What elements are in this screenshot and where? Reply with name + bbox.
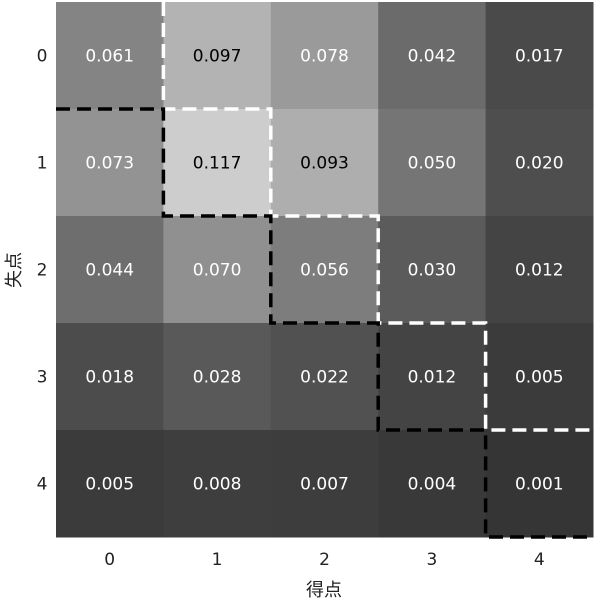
heatmap-cell bbox=[163, 2, 272, 110]
heatmap-cell bbox=[378, 109, 487, 217]
cell-labels: 0.061 0.097 0.078 0.042 0.017 0.073 0.117 0.093… bbox=[85, 47, 563, 495]
cell-value-label: 0.028 bbox=[193, 368, 242, 388]
cell-value-label: 0.061 bbox=[85, 47, 134, 67]
cell-value-label: 0.073 bbox=[85, 154, 134, 174]
diagonal-stair-lines bbox=[56, 2, 593, 539]
y-tick-labels: 0 1 2 3 4 bbox=[37, 47, 48, 495]
heatmap-cell bbox=[378, 2, 487, 110]
heatmap-cell bbox=[270, 430, 379, 538]
heatmap-cell bbox=[163, 216, 272, 324]
heatmap-cell bbox=[56, 216, 164, 324]
cell-value-label: 0.093 bbox=[300, 154, 349, 174]
upper-stair-line bbox=[161, 2, 593, 432]
cell-value-label: 0.022 bbox=[300, 368, 349, 388]
cell-value-label: 0.018 bbox=[85, 368, 134, 388]
x-tick-label: 3 bbox=[426, 550, 437, 570]
cell-value-label: 0.070 bbox=[193, 261, 242, 281]
y-tick-label: 3 bbox=[37, 368, 48, 388]
y-tick-label: 4 bbox=[37, 475, 48, 495]
y-tick-label: 1 bbox=[37, 154, 48, 174]
y-axis-label: 失点 bbox=[4, 252, 25, 288]
x-tick-labels: 0 1 2 3 4 bbox=[104, 550, 544, 570]
cell-value-label: 0.056 bbox=[300, 261, 349, 281]
cell-value-label: 0.020 bbox=[515, 154, 564, 174]
y-tick-label: 0 bbox=[37, 47, 48, 67]
cell-value-label: 0.007 bbox=[300, 475, 349, 495]
x-tick-label: 2 bbox=[319, 550, 330, 570]
heatmap-cell bbox=[56, 323, 164, 431]
heatmap-cell bbox=[163, 323, 272, 431]
heatmap-cell bbox=[485, 323, 594, 431]
cell-value-label: 0.117 bbox=[193, 154, 242, 174]
cell-value-label: 0.012 bbox=[408, 368, 457, 388]
cell-value-label: 0.030 bbox=[408, 261, 457, 281]
cell-value-label: 0.001 bbox=[515, 475, 564, 495]
cell-value-label: 0.044 bbox=[85, 261, 134, 281]
heatmap-cell bbox=[163, 430, 272, 538]
heatmap-cell bbox=[56, 109, 164, 217]
cell-value-label: 0.050 bbox=[408, 154, 457, 174]
lower-stair-line bbox=[56, 107, 593, 539]
cell-value-label: 0.097 bbox=[193, 47, 242, 67]
heatmap-cell bbox=[485, 216, 594, 324]
heatmap-cell bbox=[378, 216, 487, 324]
heatmap-cells bbox=[56, 2, 594, 538]
heatmap-cell bbox=[485, 430, 594, 538]
x-axis-label: 得点 bbox=[306, 580, 342, 601]
heatmap-cell bbox=[163, 109, 272, 217]
cell-value-label: 0.005 bbox=[515, 368, 564, 388]
heatmap-cell bbox=[56, 430, 164, 538]
heatmap-cell bbox=[270, 2, 379, 110]
y-tick-label: 2 bbox=[37, 261, 48, 281]
cell-value-label: 0.012 bbox=[515, 261, 564, 281]
cell-value-label: 0.078 bbox=[300, 47, 349, 67]
x-tick-label: 4 bbox=[534, 550, 545, 570]
heatmap-cell bbox=[485, 2, 594, 110]
cell-value-label: 0.005 bbox=[85, 475, 134, 495]
heatmap-cell bbox=[270, 216, 379, 324]
x-tick-label: 1 bbox=[212, 550, 223, 570]
cell-value-label: 0.042 bbox=[408, 47, 457, 67]
heatmap-cell bbox=[378, 323, 487, 431]
heatmap-cell bbox=[270, 323, 379, 431]
heatmap-cell bbox=[485, 109, 594, 217]
heatmap-cell bbox=[56, 2, 164, 110]
cell-value-label: 0.017 bbox=[515, 47, 564, 67]
cell-value-label: 0.004 bbox=[408, 475, 457, 495]
heatmap-cell bbox=[378, 430, 487, 538]
x-tick-label: 0 bbox=[104, 550, 115, 570]
cell-value-label: 0.008 bbox=[193, 475, 242, 495]
heatmap-cell bbox=[270, 109, 379, 217]
